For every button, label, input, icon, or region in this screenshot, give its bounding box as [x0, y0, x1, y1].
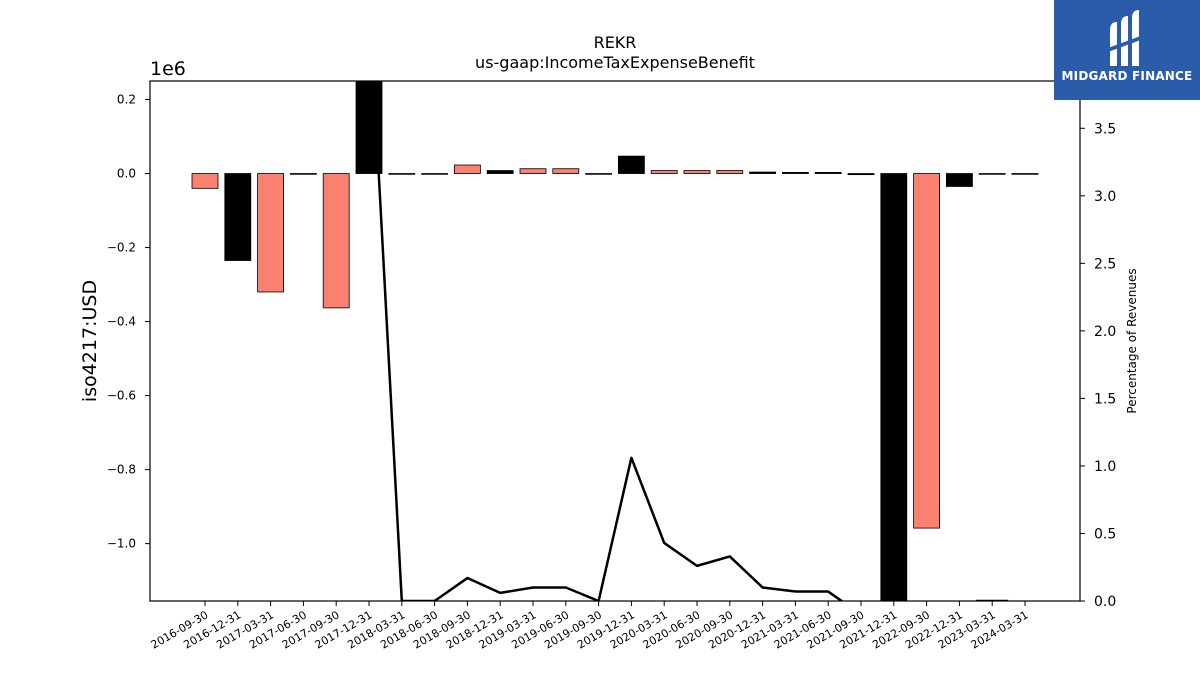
bar-2020-03-31: [650, 170, 678, 174]
y2-tick-label: 3.5: [1094, 121, 1116, 137]
bar-2016-12-31: [224, 173, 252, 261]
y-tick-label: −0.8: [107, 463, 136, 477]
bar-2018-09-30: [453, 164, 481, 174]
bar-2022-12-31: [946, 173, 973, 187]
axes-layer: [149, 80, 1081, 602]
plot-frame: [149, 80, 1081, 602]
line-layer: [372, 81, 1009, 601]
bar-2019-03-31: [519, 168, 547, 174]
bar-2019-09-30: [585, 173, 612, 175]
y2-tick-label: 1.0: [1094, 459, 1116, 475]
bar-2020-09-30: [716, 170, 744, 174]
bar-2024-03-31: [1011, 173, 1039, 175]
y2-axis-label: Percentage of Revenues: [1125, 268, 1139, 413]
logo-text: MIDGARD FINANCE: [1061, 69, 1193, 83]
bar-2017-06-30: [289, 173, 317, 175]
y2-tick-label: 2.0: [1094, 324, 1116, 340]
y2-tick-label: 0.0: [1094, 594, 1116, 610]
y-tick-label: −0.6: [107, 389, 136, 403]
chart-title: REKR: [594, 33, 637, 52]
bar-2017-09-30: [322, 173, 350, 309]
y2-ticks: 3.5 3.0 2.5 2.0 1.5 1.0 0.5 0.0: [1080, 121, 1116, 610]
bar-2020-06-30: [683, 170, 711, 174]
bar-2018-03-31: [388, 173, 416, 175]
bar-2017-03-31: [257, 173, 285, 293]
y-tick-label: −0.2: [107, 241, 136, 255]
y-tick-label: −1.0: [107, 537, 136, 551]
y-ticks: 0.2 0.0 −0.2 −0.4 −0.6 −0.8 −1.0: [107, 93, 150, 551]
bar-2019-06-30: [552, 168, 580, 174]
logo: MIDGARD FINANCE: [1054, 0, 1200, 100]
y-tick-label: 0.2: [117, 93, 136, 107]
y2-tick-label: 3.0: [1094, 189, 1116, 205]
y2-tick-label: 1.5: [1094, 391, 1116, 407]
y-axis-label: iso4217:USD: [79, 280, 101, 402]
y2-tick-label: 2.5: [1094, 256, 1116, 272]
x-ticks: 2016-09-302016-12-312017-03-312017-06-30…: [149, 601, 1031, 652]
bar-2023-03-31: [978, 173, 1006, 175]
midgard-logo-icon: [1108, 10, 1146, 66]
bar-2016-09-30: [191, 173, 219, 189]
line-series-segment: [372, 81, 844, 601]
bar-2020-12-31: [749, 171, 776, 174]
y-offset-label: 1e6: [150, 58, 186, 80]
bar-2018-12-31: [486, 170, 514, 174]
bar-2019-12-31: [618, 155, 645, 174]
bar-2021-06-30: [814, 172, 842, 174]
bars-layer: [191, 81, 1039, 601]
bar-2021-03-31: [782, 172, 809, 174]
y-tick-label: 0.0: [117, 167, 136, 181]
chart-subtitle: us-gaap:IncomeTaxExpenseBenefit: [475, 53, 755, 72]
bar-2021-12-31: [880, 173, 908, 601]
y-tick-label: −0.4: [107, 315, 136, 329]
bar-2022-09-30: [913, 173, 940, 529]
y2-tick-label: 0.5: [1094, 526, 1116, 542]
bar-2018-06-30: [421, 173, 449, 175]
bar-2021-09-30: [847, 173, 875, 176]
